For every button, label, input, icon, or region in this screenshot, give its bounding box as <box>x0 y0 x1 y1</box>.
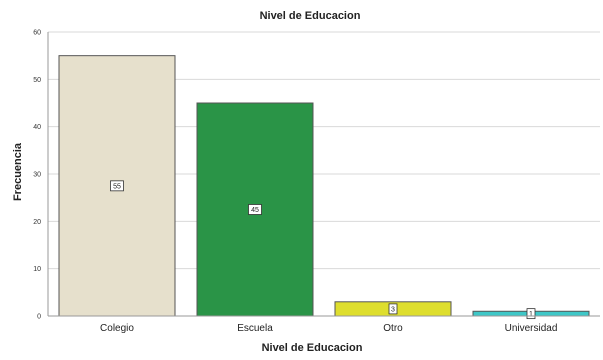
data-label: 3 <box>391 306 395 313</box>
x-tick-label: Universidad <box>505 323 558 334</box>
y-tick-label: 60 <box>33 30 41 37</box>
y-tick-label: 50 <box>33 77 41 84</box>
data-label: 55 <box>113 183 121 190</box>
bars: 55 45 3 1 <box>58 55 590 320</box>
data-label: 45 <box>251 207 259 214</box>
chart-title: Nivel de Educacion <box>260 10 361 22</box>
y-tick-label: 10 <box>33 266 41 273</box>
y-axis-ticks: 0 10 20 30 40 50 60 <box>33 30 41 321</box>
y-tick-label: 0 <box>37 314 41 321</box>
data-label-box <box>248 204 262 215</box>
y-tick-label: 40 <box>33 124 41 131</box>
y-tick-label: 20 <box>33 219 41 226</box>
x-tick-label: Colegio <box>100 323 134 334</box>
x-tick-label: Otro <box>383 323 403 334</box>
x-axis-label: Nivel de Educacion <box>262 342 363 354</box>
y-tick-label: 30 <box>33 172 41 179</box>
x-tick-label: Escuela <box>237 323 273 334</box>
data-label: 1 <box>529 311 533 318</box>
data-label-box <box>388 303 398 315</box>
y-axis-label: Frecuencia <box>12 142 24 201</box>
data-label-box <box>110 180 124 192</box>
data-label-box <box>526 308 536 320</box>
x-axis-categories: Colegio Escuela Otro Universidad <box>100 323 557 334</box>
